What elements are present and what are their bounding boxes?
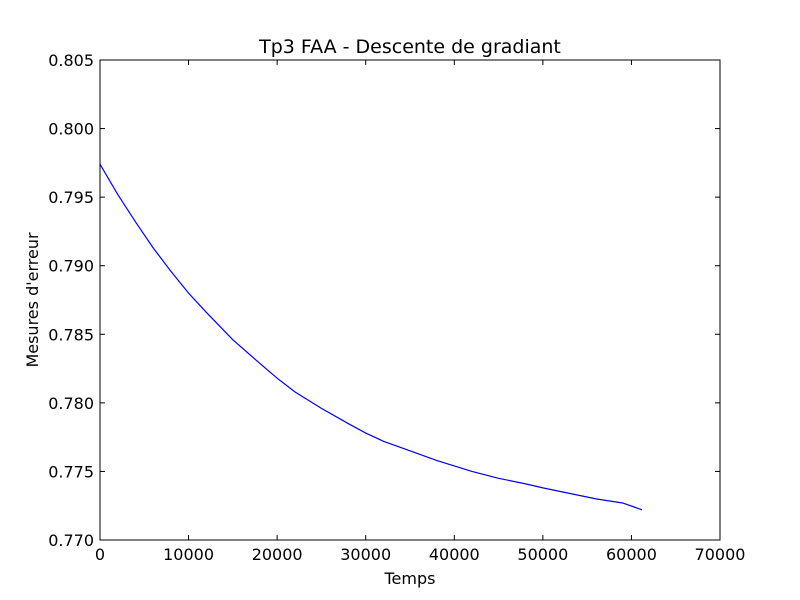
- x-tick-label: 10000: [163, 545, 214, 564]
- y-tick-label: 0.800: [48, 120, 94, 139]
- y-tick-label: 0.790: [48, 257, 94, 276]
- y-tick-label: 0.780: [48, 394, 94, 413]
- x-tick-label: 70000: [695, 545, 746, 564]
- y-axis-label: Mesures d'erreur: [23, 232, 42, 368]
- y-tick-label: 0.775: [48, 462, 94, 481]
- y-tick-label: 0.770: [48, 531, 94, 550]
- x-tick-label: 60000: [606, 545, 657, 564]
- plot-area: [99, 163, 643, 511]
- series-line: [99, 163, 643, 511]
- chart-title: Tp3 FAA - Descente de gradiant: [258, 36, 561, 58]
- x-tick-label: 40000: [429, 545, 480, 564]
- y-tick-label: 0.805: [48, 51, 94, 70]
- x-axis-label: Temps: [384, 569, 436, 588]
- x-tick-label: 20000: [252, 545, 303, 564]
- x-tick-label: 0: [95, 545, 105, 564]
- y-tick-label: 0.795: [48, 188, 94, 207]
- x-tick-label: 30000: [340, 545, 391, 564]
- x-tick-label: 50000: [517, 545, 568, 564]
- y-tick-label: 0.785: [48, 325, 94, 344]
- axis-ticks: 0 10000 20000 30000 40000 50000 60000 70000 0.77…: [48, 51, 745, 564]
- plot-frame: [99, 59, 721, 541]
